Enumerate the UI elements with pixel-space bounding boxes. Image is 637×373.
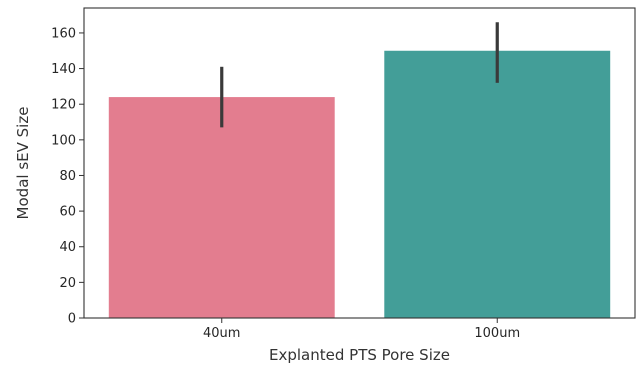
x-ticks: 40um 100um xyxy=(203,318,520,341)
y-tick-label: 20 xyxy=(59,276,76,291)
y-tick-label: 120 xyxy=(51,98,76,113)
y-tick-label: 60 xyxy=(59,205,76,220)
y-tick-label: 40 xyxy=(59,240,76,255)
axes-frame xyxy=(83,7,636,319)
y-tick-label: 100 xyxy=(51,133,76,148)
y-axis-label: Modal sEV Size xyxy=(14,107,32,220)
y-ticks: 0 20 40 60 80 100 120 140 160 xyxy=(51,26,84,327)
x-axis-label: Explanted PTS Pore Size xyxy=(269,346,450,364)
bar-40um xyxy=(108,97,335,318)
bars xyxy=(108,50,611,319)
y-tick-label: 80 xyxy=(59,169,76,184)
x-tick-label: 40um xyxy=(203,326,240,341)
y-tick-label: 160 xyxy=(51,26,76,41)
y-tick-label: 140 xyxy=(51,62,76,77)
x-tick-label: 100um xyxy=(474,326,520,341)
bar-100um xyxy=(384,50,611,319)
plot-frame xyxy=(83,7,636,319)
error-bars xyxy=(220,22,499,128)
y-tick-label: 0 xyxy=(68,312,76,327)
